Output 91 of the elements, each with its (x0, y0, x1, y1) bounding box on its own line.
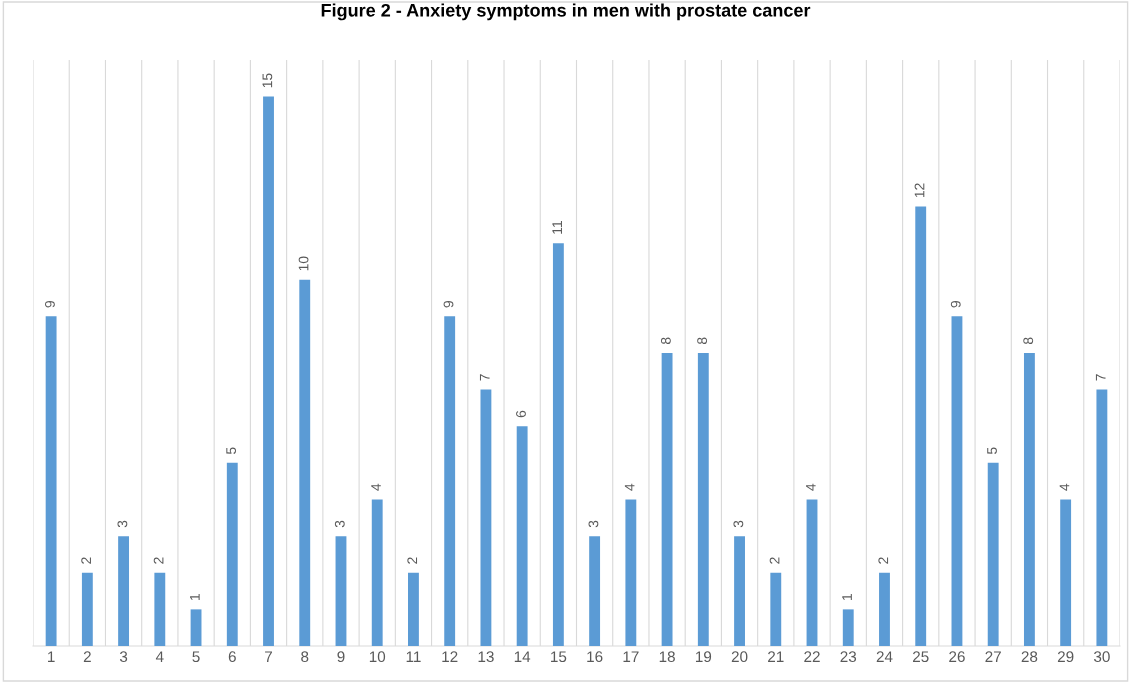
x-tick-label: 16 (587, 651, 603, 663)
bar (45, 316, 57, 646)
bar (915, 206, 927, 646)
bar (371, 499, 383, 646)
bar (770, 572, 782, 646)
bar (734, 536, 745, 646)
data-label: 3 (733, 520, 744, 528)
x-tick-label: 4 (155, 651, 164, 662)
x-tick-label: 5 (192, 651, 200, 663)
bar (154, 572, 166, 646)
data-label: 12 (914, 183, 925, 198)
data-label: 2 (769, 557, 780, 564)
bar (552, 243, 564, 646)
bar (661, 353, 673, 646)
x-tick-label: 10 (369, 651, 386, 663)
x-tick-label: 15 (551, 651, 567, 663)
bar (1096, 389, 1108, 646)
x-tick-label: 28 (1021, 651, 1038, 663)
x-tick-label: 25 (912, 651, 929, 663)
x-tick-label: 2 (83, 651, 91, 662)
data-label: 4 (1059, 483, 1070, 491)
data-label: 8 (697, 337, 708, 345)
x-tick-label: 1 (48, 651, 55, 662)
bar (299, 279, 311, 646)
x-tick-label: 12 (442, 651, 458, 662)
data-label: 9 (950, 300, 961, 308)
data-label: 4 (624, 483, 635, 491)
x-tick-label: 7 (265, 651, 272, 662)
bar (589, 536, 601, 646)
data-label: 3 (334, 520, 345, 528)
data-label: 2 (878, 557, 889, 564)
x-tick-label: 19 (695, 651, 712, 663)
x-tick-label: 30 (1093, 651, 1110, 663)
data-label: 9 (45, 300, 55, 308)
bar (516, 426, 528, 646)
x-tick-label: 14 (514, 651, 531, 662)
data-label: 2 (81, 557, 91, 564)
data-label: 5 (226, 447, 237, 454)
data-label: 7 (1095, 374, 1106, 381)
x-tick-label: 8 (301, 651, 309, 663)
chart-title: Figure 2 - Anxiety symptoms in men with prostate cancer (321, 3, 811, 21)
data-label: 3 (117, 520, 128, 528)
data-label: 10 (298, 256, 309, 271)
data-label: 4 (806, 483, 816, 491)
bar (408, 572, 419, 646)
bar (625, 499, 637, 646)
data-label: 8 (1023, 337, 1034, 345)
bar (118, 536, 130, 646)
data-label: 1 (842, 594, 852, 600)
x-tick-label: 3 (119, 651, 128, 663)
data-label: 9 (443, 300, 454, 308)
data-label: 6 (516, 410, 526, 418)
x-tick-label: 29 (1057, 651, 1074, 663)
x-tick-label: 20 (731, 651, 748, 663)
bar (842, 609, 854, 646)
data-label: 4 (371, 483, 381, 491)
bar (951, 316, 963, 646)
bar (480, 389, 492, 646)
bar (81, 572, 93, 646)
x-tick-label: 23 (840, 651, 857, 663)
bar (697, 353, 709, 646)
data-label: 2 (153, 557, 164, 564)
data-label: 2 (407, 557, 418, 564)
x-tick-label: 26 (949, 651, 965, 663)
x-tick-label: 6 (228, 651, 236, 663)
x-tick-label: 18 (659, 651, 675, 663)
data-label: 3 (588, 520, 599, 528)
bar (879, 572, 890, 646)
bar (226, 462, 238, 646)
x-tick-label: 24 (876, 651, 893, 662)
data-label: 15 (262, 73, 273, 88)
bar (335, 536, 347, 646)
x-tick-label: 11 (406, 651, 421, 662)
bar (1060, 499, 1072, 646)
data-label: 11 (552, 221, 562, 234)
bar (1023, 353, 1035, 646)
bar (263, 96, 274, 646)
x-tick-label: 27 (985, 651, 1001, 662)
data-label: 1 (190, 594, 200, 600)
data-label: 7 (479, 374, 490, 381)
x-tick-label: 9 (337, 651, 345, 663)
x-tick-label: 22 (804, 651, 820, 662)
data-label: 5 (987, 447, 997, 454)
x-tick-label: 17 (623, 651, 639, 662)
bar (444, 316, 456, 646)
data-label: 8 (660, 337, 671, 345)
bar (806, 499, 818, 646)
x-tick-label: 13 (478, 651, 494, 663)
bar (190, 609, 202, 646)
bar (987, 462, 999, 646)
x-tick-label: 21 (768, 651, 784, 662)
